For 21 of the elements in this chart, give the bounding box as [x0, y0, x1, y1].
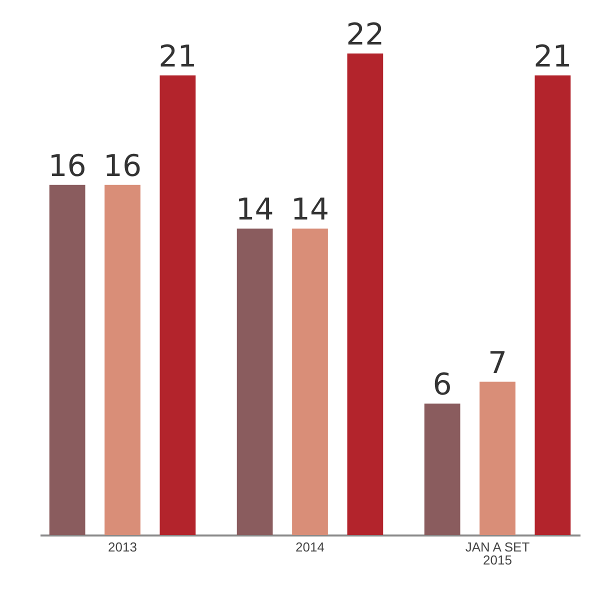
- bar: [347, 54, 384, 535]
- data-label: 16: [103, 148, 142, 184]
- data-label: 21: [158, 39, 197, 74]
- x-tick-label: JAN A SET 2015: [465, 540, 530, 568]
- data-label: 14: [236, 192, 274, 228]
- bar: [236, 228, 273, 535]
- bar: [480, 382, 516, 535]
- data-label: 14: [290, 192, 330, 228]
- bar: [424, 404, 460, 535]
- data-label: 16: [48, 148, 86, 184]
- data-label: 22: [346, 18, 384, 53]
- bar: [292, 228, 328, 535]
- bar: [49, 184, 86, 535]
- bar: [104, 184, 140, 535]
- data-label: 6: [432, 368, 452, 403]
- bar: [534, 75, 571, 535]
- x-tick-label: 2013: [108, 540, 137, 554]
- data-label: 7: [488, 346, 508, 381]
- bar: [160, 75, 196, 535]
- data-label: 21: [534, 39, 572, 74]
- x-tick-label: 2014: [296, 540, 324, 554]
